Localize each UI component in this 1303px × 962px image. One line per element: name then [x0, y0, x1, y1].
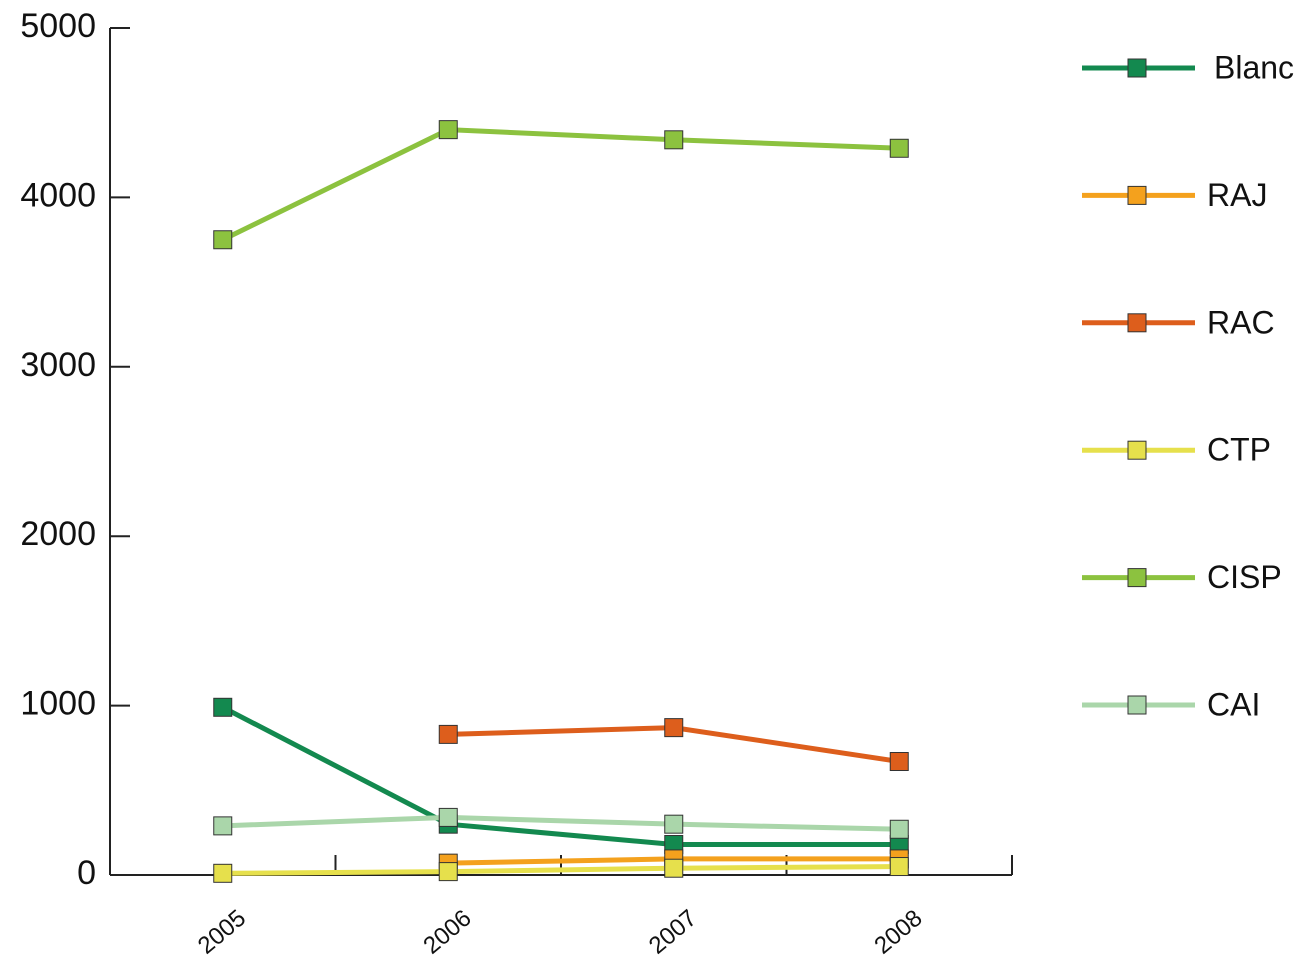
legend-marker	[1127, 313, 1147, 333]
x-tick-label: 2005	[193, 905, 251, 960]
data-point	[664, 858, 684, 878]
data-point	[213, 230, 233, 250]
y-tick-label: 0	[77, 854, 96, 892]
series-line	[222, 814, 900, 832]
legend-label: CAI	[1207, 686, 1260, 722]
data-point	[889, 857, 909, 877]
legend-label: RAC	[1207, 304, 1275, 340]
y-tick-label: 1000	[20, 685, 96, 723]
data-point	[438, 862, 458, 882]
legend-marker	[1127, 58, 1147, 78]
data-point	[889, 752, 909, 772]
data-point	[438, 120, 458, 140]
data-point	[438, 724, 458, 744]
data-point	[664, 814, 684, 834]
x-tick-label: 2008	[869, 905, 927, 960]
legend-marker	[1127, 440, 1147, 460]
series-line	[221, 127, 900, 242]
legend-label: Blanc	[1214, 49, 1294, 85]
data-point	[889, 138, 909, 158]
legend-marker	[1127, 695, 1147, 715]
data-point	[889, 819, 909, 839]
legend-label: RAJ	[1207, 177, 1267, 213]
data-point	[438, 807, 458, 827]
legend-marker	[1127, 185, 1147, 205]
x-tick-label: 2006	[418, 905, 476, 960]
legend-label: CTP	[1207, 432, 1271, 468]
legend-label: CISP	[1207, 559, 1282, 595]
data-point	[213, 816, 233, 836]
legend-marker	[1127, 568, 1147, 588]
data-point	[664, 130, 684, 150]
series-line	[221, 705, 900, 848]
y-tick-label: 3000	[20, 346, 96, 384]
data-point	[664, 718, 684, 738]
data-point	[213, 697, 233, 717]
series-line	[222, 864, 900, 876]
data-point	[213, 863, 233, 883]
x-tick-label: 2007	[644, 905, 702, 960]
y-tick-label: 4000	[20, 176, 96, 214]
y-tick-label: 5000	[20, 7, 96, 45]
y-tick-label: 2000	[20, 515, 96, 553]
